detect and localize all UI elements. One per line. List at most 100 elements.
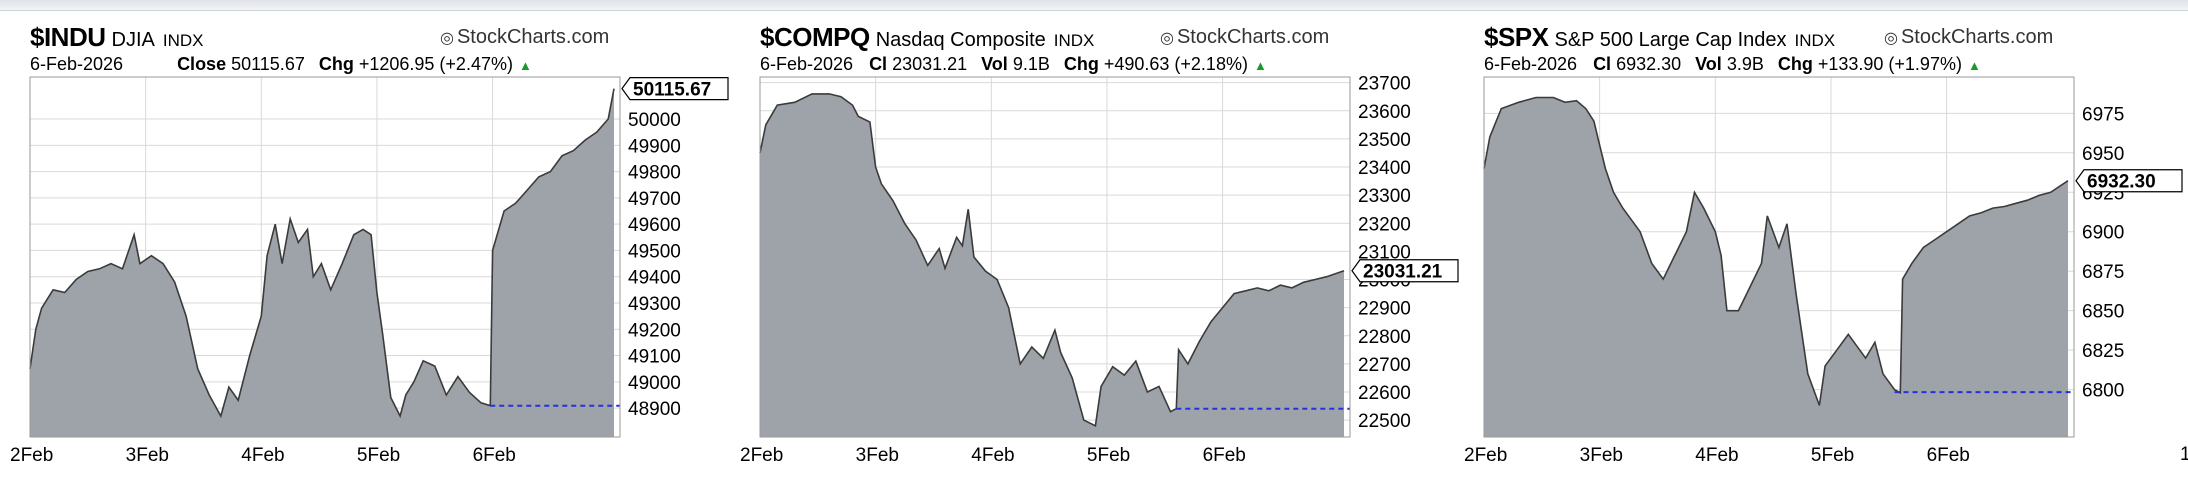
y-tick-label: 6800 (2082, 381, 2124, 402)
x-tick-label: 6Feb (1203, 445, 1246, 466)
y-tick-label: 23500 (1358, 130, 1411, 151)
y-tick-label: 23600 (1358, 102, 1411, 123)
close-label: Close (177, 54, 227, 74)
last-value-label: 6932.30 (2087, 172, 2156, 193)
exchange-label: INDX (162, 31, 204, 50)
up-arrow-icon: ▲ (1253, 58, 1267, 73)
volume-value: 3.9B (1726, 54, 1764, 74)
x-tick-label: 2Feb (740, 445, 783, 466)
volume-label: Vol (1695, 54, 1722, 74)
quote-date: 6-Feb-2026 (760, 54, 854, 74)
x-tick-label: 4Feb (241, 445, 284, 466)
y-tick-label: 49200 (628, 320, 681, 341)
y-tick-label: 49900 (628, 136, 681, 157)
brand-name: StockCharts.com (1176, 26, 1330, 48)
volume-value: 9.1B (1012, 54, 1050, 74)
y-tick-label: 23200 (1358, 214, 1411, 235)
y-tick-label: 6975 (2082, 104, 2124, 125)
exchange-label: INDX (1794, 31, 1836, 50)
y-tick-label: 6875 (2082, 262, 2124, 283)
price-line (759, 93, 1345, 428)
brand-name: StockCharts.com (456, 26, 610, 48)
y-tick-label: 48900 (628, 399, 681, 420)
index-name: Nasdaq Composite (875, 29, 1046, 51)
chart-title: $SPX S&P 500 Large Cap Index INDX (1484, 22, 1835, 52)
y-tick-label: 49400 (628, 268, 681, 289)
exchange-label: INDX (1053, 31, 1095, 50)
y-tick-label: 49500 (628, 241, 681, 262)
top-bar (0, 0, 2188, 11)
change-label: Chg (1777, 54, 1813, 74)
x-tick-label: 3Feb (1580, 445, 1623, 466)
price-area (1484, 97, 2068, 437)
chart-panel-spx: $SPX S&P 500 Large Cap Index INDX ◎ StockCha… (1464, 0, 2188, 492)
y-tick-label: 50000 (628, 110, 681, 131)
index-name: S&P 500 Large Cap Index (1554, 29, 1787, 51)
last-value-callout (1351, 259, 1459, 283)
x-tick-label: 3Feb (126, 445, 169, 466)
x-tick-label: 6Feb (473, 445, 516, 466)
change-label: Chg (318, 54, 354, 74)
price-area (30, 88, 614, 437)
last-value-callout (2075, 169, 2183, 193)
y-tick-label: 6850 (2082, 302, 2124, 323)
x-tick-label: 6Feb (1927, 445, 1970, 466)
volume-label: Vol (981, 54, 1008, 74)
y-tick-label: 49100 (628, 347, 681, 368)
y-tick-label: 23300 (1358, 186, 1411, 207)
last-value-label: 50115.67 (633, 80, 711, 101)
plot-border (29, 76, 621, 438)
quote-line: 6-Feb-2026 Close 50115.67 Chg +1206.95 (+2.4… (30, 54, 532, 75)
x-tick-label: 2Feb (10, 445, 53, 466)
y-tick-label: 6950 (2082, 144, 2124, 165)
change-value: +490.63 (+2.18%) (1103, 54, 1248, 74)
x-tick-label: 2Feb (1464, 445, 1507, 466)
brand-watermark: ◎ StockCharts.com (1884, 26, 2053, 49)
y-tick-label: 6825 (2082, 341, 2124, 362)
change-label: Chg (1063, 54, 1099, 74)
chart-panel-indu: $INDU DJIA INDX ◎ StockCharts.com 6-Feb-2026 C… (10, 0, 760, 492)
chart-panel-compq: $COMPQ Nasdaq Composite INDX ◎ StockCharts.c… (740, 0, 1490, 492)
stray-axis-tick: 1 (2180, 444, 2188, 465)
up-arrow-icon: ▲ (1967, 58, 1981, 73)
price-area (760, 93, 1344, 438)
x-tick-label: 5Feb (1811, 445, 1854, 466)
chart-svg: 2250022600227002280022900230002310023200… (740, 74, 1459, 466)
price-line (1483, 96, 2069, 406)
quote-line: 6-Feb-2026 Cl 23031.21 Vol 9.1B Chg +490.63 (+… (760, 54, 1267, 75)
close-value: 50115.67 (231, 54, 305, 74)
registered-icon: ◎ (440, 30, 454, 47)
x-tick-label: 5Feb (357, 445, 400, 466)
last-value-label: 23031.21 (1363, 262, 1443, 283)
y-tick-label: 49000 (628, 373, 681, 394)
plot-border (1483, 76, 2075, 438)
change-value: +133.90 (+1.97%) (1817, 54, 1962, 74)
y-tick-label: 22900 (1358, 299, 1411, 320)
y-tick-label: 6900 (2082, 223, 2124, 244)
y-tick-label: 23400 (1358, 158, 1411, 179)
registered-icon: ◎ (1884, 30, 1898, 47)
y-tick-label: 23100 (1358, 242, 1411, 263)
close-value: 23031.21 (892, 54, 968, 74)
y-tick-label: 22500 (1358, 411, 1411, 432)
close-label: Cl (869, 54, 888, 74)
y-tick-label: 22700 (1358, 355, 1411, 376)
close-value: 6932.30 (1616, 54, 1682, 74)
change-value: +1206.95 (+2.47%) (358, 54, 513, 74)
brand-watermark: ◎ StockCharts.com (1160, 26, 1329, 49)
ticker-symbol: $COMPQ (760, 22, 870, 52)
y-tick-label: 49300 (628, 294, 681, 315)
plot-border (759, 76, 1351, 438)
quote-date: 6-Feb-2026 (30, 54, 124, 74)
chart-title: $COMPQ Nasdaq Composite INDX (760, 22, 1094, 52)
ticker-symbol: $INDU (30, 22, 106, 52)
ticker-symbol: $SPX (1484, 22, 1549, 52)
brand-watermark: ◎ StockCharts.com (440, 26, 609, 49)
chart-svg: 48900 49000 49100 49200 49300 49400 49500 49600… (10, 76, 729, 466)
x-tick-label: 5Feb (1087, 445, 1130, 466)
x-tick-label: 4Feb (971, 445, 1014, 466)
registered-icon: ◎ (1160, 30, 1174, 47)
up-arrow-icon: ▲ (518, 58, 532, 73)
quote-date: 6-Feb-2026 (1484, 54, 1578, 74)
